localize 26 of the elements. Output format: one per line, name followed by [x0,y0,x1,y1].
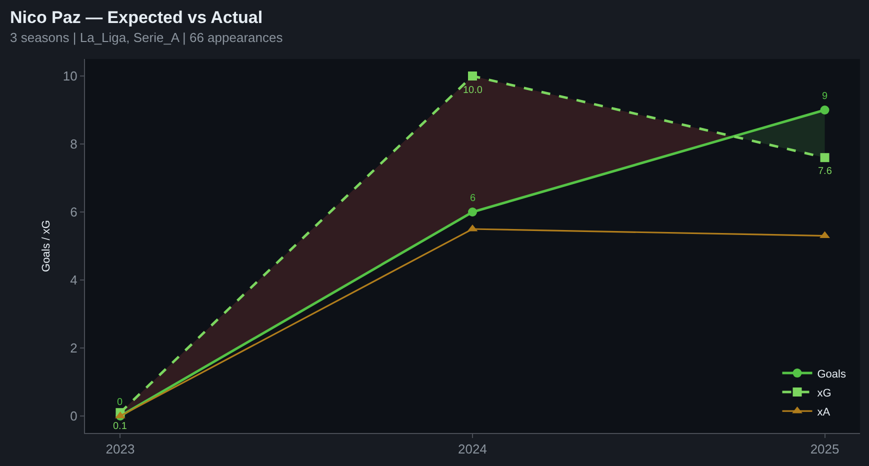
data-label: 9 [822,91,828,102]
data-label: 10.0 [463,85,483,96]
point [820,153,830,162]
point [820,106,830,114]
y-tick-label: 2 [70,340,78,356]
data-label: 0 [117,397,123,408]
point [468,72,477,80]
data-label: 0.1 [113,421,128,432]
y-tick-label: 8 [70,136,78,152]
legend-label: Goals [817,368,846,380]
chart-subtitle: 3 seasons | La_Liga, Serie_A | 66 appearances [10,30,284,45]
y-tick-label: 10 [62,68,78,84]
legend-label: xA [817,406,831,418]
y-axis-title: Goals / xG [40,220,53,272]
data-label: 6 [470,193,476,204]
y-tick-label: 6 [70,204,78,220]
point [820,231,830,238]
chart-title: Nico Paz — Expected vs Actual [10,8,263,27]
x-tick-label: 2025 [810,442,840,457]
x-tick-label: 2024 [458,442,487,457]
legend-label: xG [817,387,832,400]
y-tick-label: 4 [70,272,78,288]
data-label: 7.6 [818,166,832,177]
point [468,208,477,216]
y-tick-label: 0 [70,408,78,424]
x-tick-label: 2023 [106,442,135,457]
